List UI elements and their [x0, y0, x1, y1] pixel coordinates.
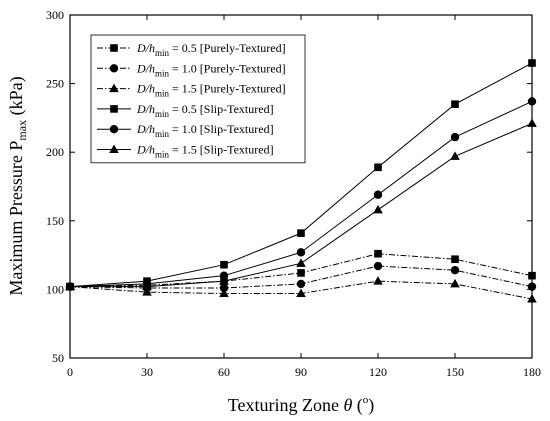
- triangle-marker: [219, 288, 229, 298]
- circle-marker: [109, 125, 119, 134]
- triangle-marker: [373, 204, 383, 214]
- y-tick-label: 250: [46, 77, 64, 91]
- triangle-marker: [373, 276, 383, 285]
- x-tick-label: 60: [218, 365, 230, 379]
- circle-marker: [219, 271, 229, 280]
- legend-item: D/hmin = 1.0 [Purely-Textured]: [97, 61, 286, 78]
- circle-marker: [373, 261, 383, 271]
- legend-label: D/hmin = 1.0 [Slip-Textured]: [136, 122, 274, 139]
- legend-label: D/hmin = 1.5 [Purely-Textured]: [136, 82, 286, 99]
- square-marker: [297, 229, 305, 237]
- x-tick-label: 0: [67, 365, 73, 379]
- triangle-marker: [109, 144, 119, 153]
- square-marker: [110, 44, 118, 52]
- triangle-marker: [109, 83, 119, 93]
- legend-item: D/hmin = 1.0 [Slip-Textured]: [97, 122, 274, 139]
- triangle-marker: [296, 288, 306, 298]
- circle-marker: [527, 282, 537, 291]
- y-tick-label: 200: [46, 145, 64, 159]
- legend-item: D/hmin = 0.5 [Purely-Textured]: [97, 41, 286, 58]
- y-tick-label: 150: [46, 214, 64, 228]
- triangle-marker: [450, 278, 460, 288]
- triangle-marker: [142, 287, 152, 296]
- square-marker: [451, 100, 459, 108]
- triangle-marker: [450, 151, 460, 160]
- triangle-marker: [65, 281, 75, 291]
- circle-marker: [109, 64, 119, 73]
- square-marker: [297, 269, 305, 277]
- circle-marker: [527, 97, 537, 106]
- triangle-marker: [527, 294, 537, 303]
- triangle-marker: [527, 118, 537, 127]
- square-marker: [220, 260, 228, 269]
- triangle-marker: [142, 281, 152, 291]
- legend: D/hmin = 0.5 [Purely-Textured] D/hmin = 1…: [90, 34, 306, 164]
- x-tick-label: 30: [141, 365, 153, 379]
- axis-ticks: 0 30 60 90 120 150 180 50 100 150 200 250 300: [46, 8, 541, 379]
- y-tick-label: 100: [46, 282, 64, 296]
- square-marker: [528, 271, 536, 280]
- circle-marker: [296, 279, 306, 289]
- data-series: [65, 59, 537, 303]
- circle-marker: [450, 132, 460, 142]
- legend-label: D/hmin = 1.0 [Purely-Textured]: [136, 61, 286, 78]
- circle-marker: [219, 283, 229, 293]
- square-marker: [110, 105, 118, 113]
- square-marker: [374, 249, 382, 258]
- x-tick-label: 120: [369, 365, 387, 379]
- legend-label: D/hmin = 0.5 [Purely-Textured]: [136, 41, 286, 58]
- triangle-marker: [296, 258, 306, 267]
- y-axis-title: Maximum Pressure Pmax (kPa): [6, 76, 29, 295]
- square-marker: [451, 255, 459, 264]
- triangle-marker: [219, 276, 229, 285]
- x-tick-label: 90: [295, 365, 307, 379]
- square-marker: [374, 163, 382, 172]
- legend-label: D/hmin = 1.5 [Slip-Textured]: [136, 143, 274, 160]
- legend-label: D/hmin = 0.5 [Slip-Textured]: [136, 102, 274, 119]
- series-group: [65, 118, 537, 291]
- legend-box: [90, 34, 306, 164]
- legend-item: D/hmin = 1.5 [Slip-Textured]: [97, 143, 274, 160]
- y-tick-label: 50: [52, 351, 64, 365]
- y-tick-label: 300: [46, 8, 64, 22]
- circle-marker: [450, 265, 460, 275]
- x-tick-label: 150: [446, 365, 464, 379]
- legend-item: D/hmin = 0.5 [Slip-Textured]: [97, 102, 274, 119]
- circle-marker: [296, 248, 306, 257]
- x-tick-label: 180: [523, 365, 541, 379]
- x-axis-title: Texturing Zone θ (o): [228, 394, 375, 416]
- circle-marker: [373, 190, 383, 199]
- square-marker: [528, 59, 536, 67]
- legend-item: D/hmin = 1.5 [Purely-Textured]: [97, 82, 286, 99]
